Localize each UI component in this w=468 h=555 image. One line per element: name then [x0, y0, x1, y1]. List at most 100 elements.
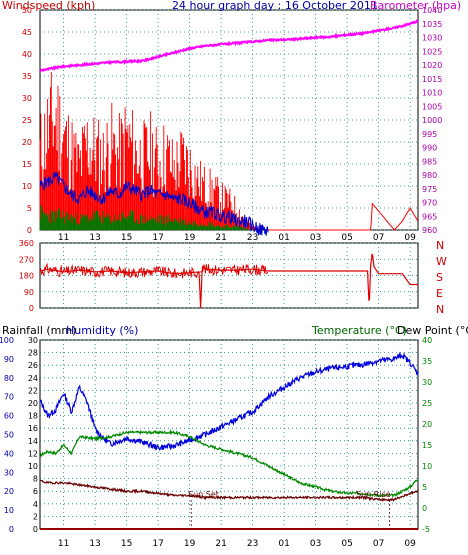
barometer-tick-label: 995 [422, 130, 437, 139]
rainfall-tick-label: 24 [28, 374, 38, 383]
windspeed-tick-label: 50 [22, 6, 32, 15]
barometer-tick-label: 965 [422, 212, 437, 221]
barometer-tick-label: 990 [422, 144, 437, 153]
barometer-axis-label: Barometer (hpa) [370, 0, 461, 12]
compass-label: S [436, 271, 443, 284]
humidity-tick-label: 80 [4, 374, 14, 383]
wind-series [39, 171, 269, 237]
x-tick-label: 21 [215, 233, 226, 243]
windspeed-tick-label: 20 [22, 138, 32, 147]
direction-tick-label: 270 [19, 255, 34, 264]
x-tick-label: 13 [89, 539, 100, 549]
x-tick-label: 19 [184, 233, 196, 243]
rainfall-axis-label: Rainfall (mm) [2, 324, 76, 337]
x-tick-label: 13 [89, 233, 100, 243]
x-tick-label: 05 [341, 233, 352, 243]
barometer-tick-label: 985 [422, 157, 437, 166]
humidity-tick-label: 30 [4, 468, 14, 477]
temperature-axis-label: Temperature (°C) [311, 324, 407, 337]
x-tick-label: 23 [247, 539, 258, 549]
rainfall-tick-label: 10 [28, 462, 38, 471]
humidity-series [39, 351, 419, 451]
windspeed-tick-label: 45 [22, 28, 32, 37]
x-tick-label: 23 [247, 233, 258, 243]
barometer-tick-label: 1020 [422, 61, 442, 70]
direction-tick-label: 0 [29, 304, 34, 313]
temperature-tick-label: 20 [422, 420, 432, 429]
barometer-tick-label: 960 [422, 226, 437, 235]
rainfall-tick-label: 12 [28, 449, 38, 458]
barometer-tick-label: 1005 [422, 102, 442, 111]
x-tick-label: 17 [152, 233, 163, 243]
barometer-tick-label: 1040 [422, 6, 442, 15]
humidity-tick-label: 70 [4, 393, 14, 402]
dewpoint-series [39, 479, 419, 502]
humidity-tick-label: 50 [4, 431, 14, 440]
x-tick-label: 11 [58, 233, 69, 243]
temperature-tick-label: 25 [422, 399, 432, 408]
dewpoint-axis-label: Dew Point (°C) [397, 324, 468, 337]
windspeed-tick-label: 35 [22, 72, 32, 81]
temperature-tick-label: -5 [422, 525, 430, 534]
humidity-tick-label: 10 [4, 506, 14, 515]
windspeed-axis-label: Windspeed (kph) [2, 0, 95, 12]
windspeed-tick-label: 30 [22, 94, 32, 103]
direction-tick-label: 180 [19, 272, 34, 281]
rainfall-tick-label: 14 [28, 437, 38, 446]
windspeed-tick-label: 25 [22, 116, 32, 125]
rainfall-tick-label: 6 [33, 487, 38, 496]
barometer-tick-label: 1025 [422, 47, 442, 56]
rainfall-tick-label: 26 [28, 361, 38, 370]
rainfall-tick-label: 20 [28, 399, 38, 408]
x-tick-label: 03 [310, 539, 321, 549]
gust-series [268, 202, 419, 231]
temperature-tick-label: 0 [422, 504, 427, 513]
x-tick-label: 07 [373, 539, 384, 549]
barometer-tick-label: 975 [422, 185, 437, 194]
barometer-tick-label: 1015 [422, 75, 442, 84]
x-tick-label: 09 [404, 539, 416, 549]
rainfall-tick-label: 16 [28, 424, 38, 433]
x-tick-label: 15 [121, 233, 132, 243]
humidity-tick-label: 0 [9, 525, 14, 534]
barometer-tick-label: 1030 [422, 34, 442, 43]
barometer-tick-label: 1000 [422, 116, 442, 125]
rainfall-tick-label: 28 [28, 349, 38, 358]
humidity-tick-label: 20 [4, 487, 14, 496]
x-tick-label: 21 [215, 539, 226, 549]
x-tick-label: 11 [58, 539, 69, 549]
windspeed-tick-label: 5 [27, 204, 32, 213]
barometer-tick-label: 980 [422, 171, 437, 180]
humidity-tick-label: 100 [0, 336, 14, 345]
windspeed-tick-label: 40 [22, 50, 32, 59]
direction-series [39, 262, 268, 279]
humidity-tick-label: 60 [4, 412, 14, 421]
direction-tick-label: 360 [19, 239, 34, 248]
x-tick-label: 07 [373, 233, 384, 243]
sun-set-annotation: Sun Set [188, 490, 219, 499]
temperature-tick-label: 10 [422, 462, 432, 471]
temperature-tick-label: 30 [422, 378, 432, 387]
windspeed-tick-label: 15 [22, 160, 32, 169]
temp-panel-frame [39, 339, 419, 530]
compass-label: E [436, 287, 443, 300]
x-tick-label: 15 [121, 539, 132, 549]
compass-label: N [436, 239, 444, 252]
wind-min-series [39, 204, 253, 230]
humidity-axis-label: Humidity (%) [66, 324, 138, 337]
humidity-tick-label: 90 [4, 355, 14, 364]
barometer-tick-label: 970 [422, 199, 437, 208]
rainfall-tick-label: 22 [28, 386, 38, 395]
temperature-tick-label: 15 [422, 441, 432, 450]
x-tick-label: 17 [152, 539, 163, 549]
rainfall-tick-label: 4 [33, 500, 38, 509]
temperature-tick-label: 40 [422, 336, 432, 345]
sun-rise-annotation: Sun Rise [356, 490, 391, 499]
rainfall-tick-label: 18 [28, 412, 38, 421]
barometer-tick-label: 1010 [422, 89, 442, 98]
x-tick-label: 03 [310, 233, 321, 243]
x-tick-label: 01 [278, 233, 289, 243]
rainfall-tick-label: 2 [33, 512, 38, 521]
chart-title: 24 hour graph day : 16 October 2011 [172, 0, 378, 12]
